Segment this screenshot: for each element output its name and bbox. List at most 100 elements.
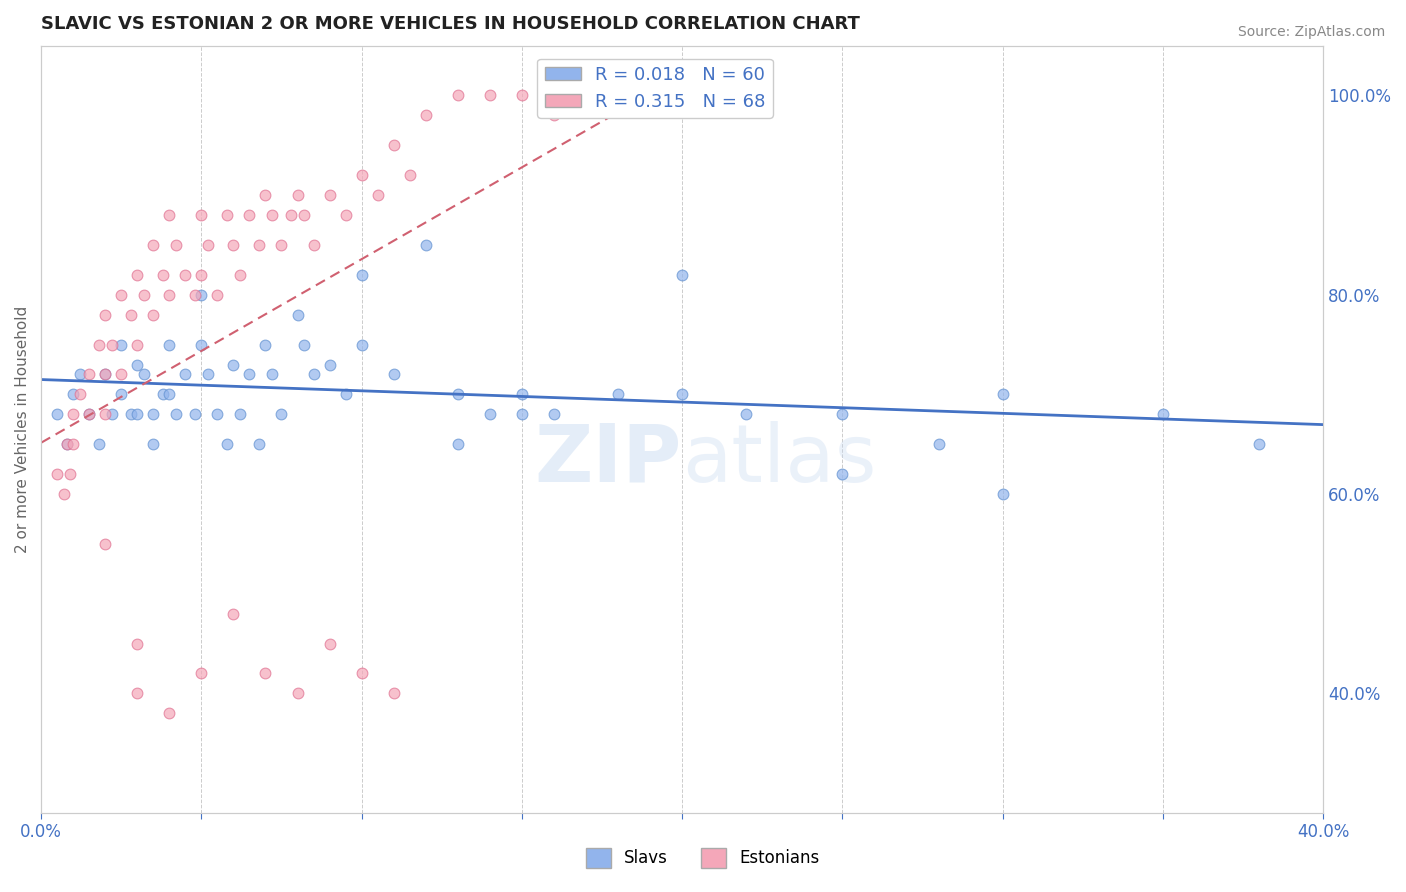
Point xyxy=(132,287,155,301)
Point xyxy=(142,408,165,422)
Point xyxy=(318,636,340,650)
Point xyxy=(127,408,149,422)
Point xyxy=(831,467,853,482)
Point xyxy=(100,337,122,351)
Point xyxy=(52,487,75,501)
Point xyxy=(229,408,252,422)
Point xyxy=(247,437,270,451)
Point xyxy=(110,337,132,351)
Point xyxy=(991,387,1014,401)
Point xyxy=(478,408,501,422)
Point xyxy=(254,188,277,202)
Point xyxy=(127,268,149,282)
Point xyxy=(94,408,117,422)
Point xyxy=(190,337,212,351)
Point xyxy=(207,287,229,301)
Point xyxy=(152,268,174,282)
Text: ZIP: ZIP xyxy=(534,421,682,499)
Point xyxy=(1247,437,1270,451)
Point xyxy=(510,88,533,103)
Point xyxy=(110,387,132,401)
Point xyxy=(142,238,165,252)
Legend: R = 0.018   N = 60, R = 0.315   N = 68: R = 0.018 N = 60, R = 0.315 N = 68 xyxy=(537,59,773,118)
Point xyxy=(174,268,197,282)
Point xyxy=(367,188,389,202)
Point xyxy=(254,337,277,351)
Point xyxy=(94,368,117,382)
Point xyxy=(215,437,238,451)
Point xyxy=(197,368,219,382)
Point xyxy=(287,188,309,202)
Point xyxy=(447,387,470,401)
Point xyxy=(671,268,693,282)
Point xyxy=(254,666,277,681)
Point xyxy=(607,387,630,401)
Point xyxy=(46,467,69,482)
Point xyxy=(991,487,1014,501)
Point xyxy=(447,88,470,103)
Point xyxy=(222,607,245,621)
Point xyxy=(287,686,309,700)
Point xyxy=(77,408,100,422)
Point xyxy=(238,368,260,382)
Point xyxy=(69,387,91,401)
Point xyxy=(229,268,252,282)
Point xyxy=(55,437,77,451)
Point xyxy=(100,408,122,422)
Point xyxy=(270,238,292,252)
Point xyxy=(184,408,207,422)
Point xyxy=(190,268,212,282)
Point xyxy=(302,238,325,252)
Point xyxy=(280,208,302,222)
Point xyxy=(157,337,180,351)
Point xyxy=(238,208,260,222)
Point xyxy=(543,108,565,122)
Point xyxy=(157,706,180,721)
Point xyxy=(190,208,212,222)
Point xyxy=(94,537,117,551)
Point xyxy=(127,686,149,700)
Text: atlas: atlas xyxy=(682,421,876,499)
Point xyxy=(335,208,357,222)
Point xyxy=(55,437,77,451)
Y-axis label: 2 or more Vehicles in Household: 2 or more Vehicles in Household xyxy=(15,306,30,553)
Point xyxy=(671,387,693,401)
Point xyxy=(152,387,174,401)
Point xyxy=(46,408,69,422)
Point xyxy=(215,208,238,222)
Point xyxy=(165,238,187,252)
Point xyxy=(222,238,245,252)
Point xyxy=(350,268,373,282)
Point xyxy=(382,138,405,153)
Point xyxy=(157,287,180,301)
Point xyxy=(59,467,82,482)
Point xyxy=(120,408,142,422)
Point xyxy=(190,666,212,681)
Point xyxy=(110,287,132,301)
Point xyxy=(735,408,758,422)
Point xyxy=(110,368,132,382)
Point xyxy=(120,308,142,322)
Point xyxy=(94,308,117,322)
Point xyxy=(94,368,117,382)
Point xyxy=(62,437,84,451)
Point xyxy=(165,408,187,422)
Point xyxy=(260,208,283,222)
Legend: Slavs, Estonians: Slavs, Estonians xyxy=(579,841,827,875)
Point xyxy=(157,208,180,222)
Point xyxy=(510,408,533,422)
Point xyxy=(77,408,100,422)
Point xyxy=(382,686,405,700)
Point xyxy=(318,358,340,372)
Point xyxy=(382,368,405,382)
Point xyxy=(142,308,165,322)
Point xyxy=(335,387,357,401)
Point xyxy=(350,337,373,351)
Point xyxy=(607,88,630,103)
Point xyxy=(318,188,340,202)
Point xyxy=(184,287,207,301)
Point xyxy=(190,287,212,301)
Point xyxy=(270,408,292,422)
Point xyxy=(132,368,155,382)
Point xyxy=(197,238,219,252)
